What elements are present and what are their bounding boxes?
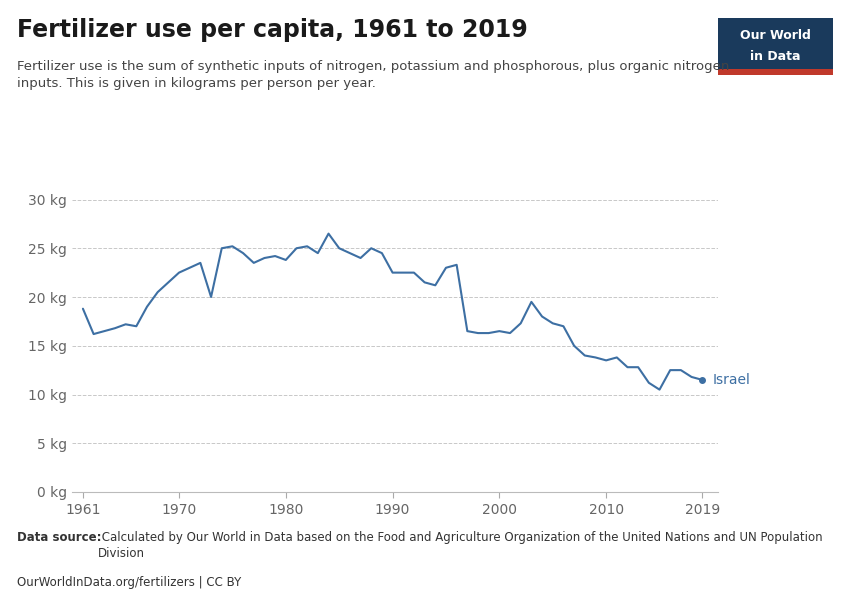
Text: Calculated by Our World in Data based on the Food and Agriculture Organization o: Calculated by Our World in Data based on…	[98, 531, 822, 560]
Text: OurWorldInData.org/fertilizers | CC BY: OurWorldInData.org/fertilizers | CC BY	[17, 576, 241, 589]
Text: in Data: in Data	[751, 50, 801, 63]
Text: Israel: Israel	[713, 373, 751, 387]
Text: Fertilizer use is the sum of synthetic inputs of nitrogen, potassium and phospho: Fertilizer use is the sum of synthetic i…	[17, 60, 729, 90]
Text: Fertilizer use per capita, 1961 to 2019: Fertilizer use per capita, 1961 to 2019	[17, 18, 528, 42]
Text: Data source:: Data source:	[17, 531, 101, 544]
Text: Our World: Our World	[740, 29, 811, 41]
